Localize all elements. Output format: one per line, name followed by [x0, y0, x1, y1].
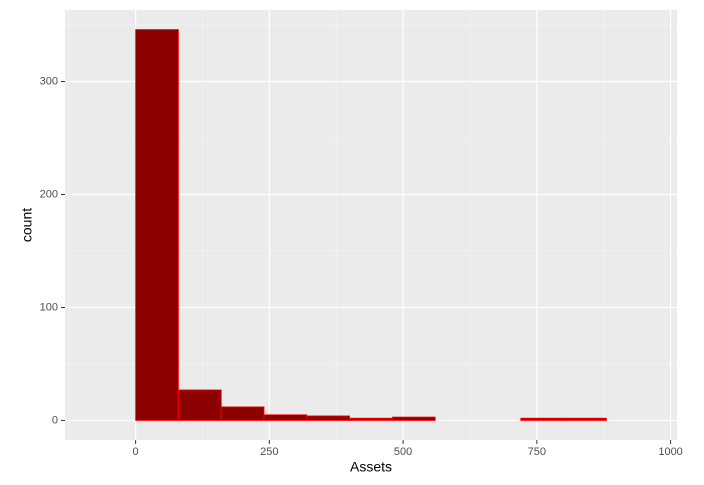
bar [520, 417, 564, 421]
bar [263, 414, 308, 421]
y-tick-label: 300 [40, 75, 58, 87]
x-tick-label: 250 [260, 446, 278, 458]
x-axis-title: Assets [350, 459, 392, 475]
bar [178, 389, 222, 421]
bar [220, 406, 265, 421]
y-tick-label: 0 [52, 414, 58, 426]
bar [306, 415, 351, 421]
bar [563, 417, 607, 421]
x-tick-label: 1000 [658, 446, 682, 458]
bar [349, 417, 393, 421]
y-tick-label: 100 [40, 301, 58, 313]
x-tick-label: 500 [394, 446, 412, 458]
x-tick-label: 750 [528, 446, 546, 458]
x-tick-label: 0 [133, 446, 139, 458]
y-tick-label: 200 [40, 188, 58, 200]
y-axis-title: count [19, 208, 35, 242]
bar [391, 416, 436, 421]
bar [135, 29, 179, 421]
